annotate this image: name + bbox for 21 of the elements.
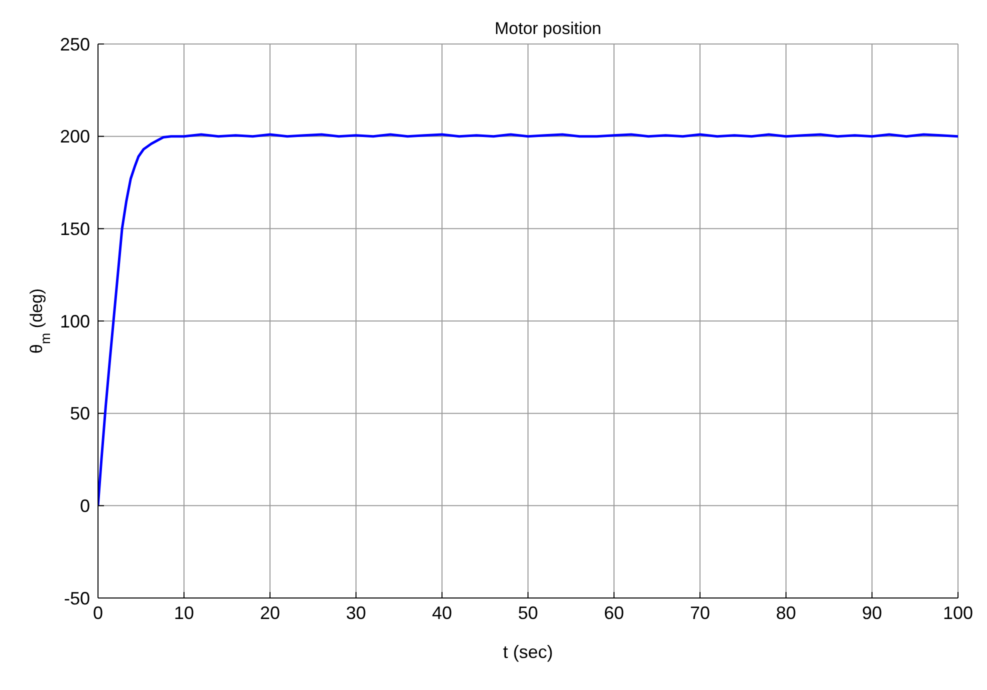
x-tick-label: 70 [690,602,710,623]
x-tick-label: 20 [260,602,280,623]
y-tick-label: 50 [70,404,90,424]
x-tick-label: 60 [604,602,624,623]
line-series [98,133,958,507]
chart-title: Motor position [494,19,602,38]
x-tick-label: 80 [776,602,796,623]
x-tick-label: 50 [518,602,538,623]
y-tick-label: 150 [60,219,90,240]
x-tick-label: 40 [432,602,452,623]
y-tick-label: 100 [60,311,90,332]
x-tick-label: 90 [862,602,882,623]
y-tick-label: 0 [80,496,90,516]
x-tick-label: 10 [174,602,194,623]
x-tick-label: 100 [942,602,974,623]
y-tick-label: 200 [60,126,90,147]
x-tick-label: 0 [92,602,104,623]
x-axis-title: t (sec) [502,642,554,662]
x-tick-label: 30 [346,602,366,623]
y-tick-label: -50 [64,588,90,608]
y-tick-label: 250 [60,34,90,54]
